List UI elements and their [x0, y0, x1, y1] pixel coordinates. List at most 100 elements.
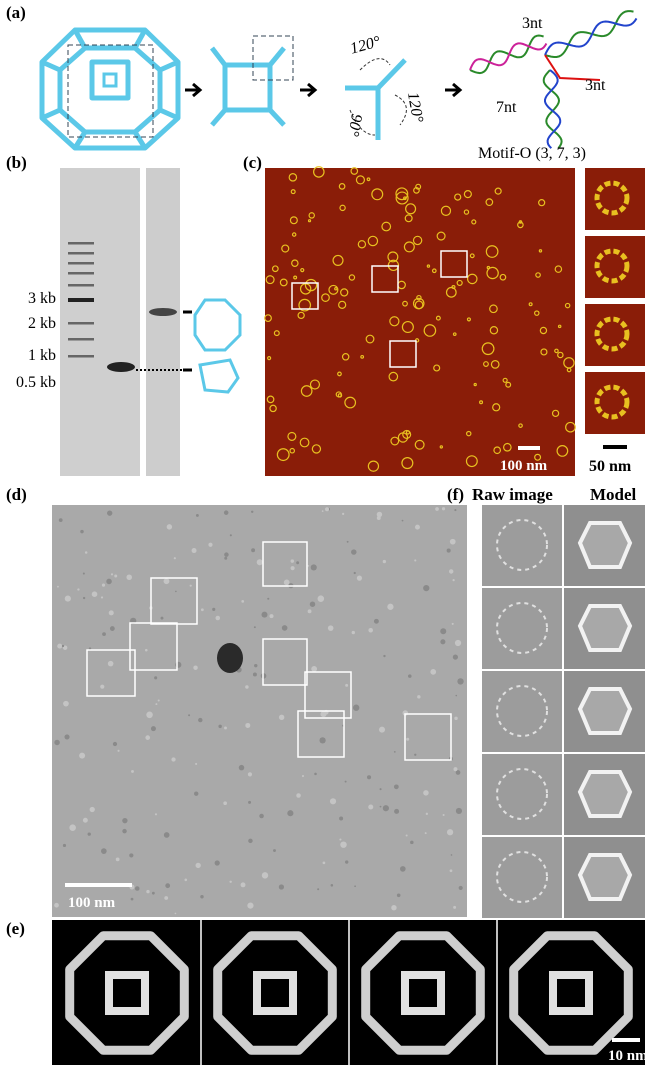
cryo-speck — [259, 814, 264, 819]
model-projection — [580, 606, 630, 650]
cryo-speck — [447, 829, 453, 835]
cryo-speck — [146, 712, 153, 719]
cryo-speck — [245, 723, 250, 728]
panel-label: (b) — [6, 153, 27, 172]
ladder-band — [68, 252, 94, 255]
cryo-speck — [279, 884, 284, 889]
cryo-speck — [414, 559, 416, 561]
cryo-speck — [267, 598, 269, 600]
cryo-speck — [175, 662, 181, 668]
cryo-speck — [394, 751, 396, 753]
cryo-speck — [164, 578, 170, 584]
scale-label: 50 nm — [589, 458, 632, 475]
cryo-speck — [83, 573, 85, 575]
cryo-speck — [257, 559, 263, 565]
cryo-speck — [239, 765, 244, 770]
cryo-speck — [195, 863, 200, 868]
cryo-speck — [397, 893, 401, 897]
cryo-speck — [345, 781, 347, 783]
cryo-speck — [109, 610, 114, 615]
marker-label: 2 kb — [28, 315, 56, 332]
panel-label: (e) — [6, 919, 25, 938]
ladder-band — [68, 298, 94, 302]
cryo-speck — [145, 735, 150, 740]
cryo-speck — [443, 814, 445, 816]
helix-strand — [545, 18, 637, 55]
junction: 120° 120° 90° — [344, 33, 426, 140]
cryo-speck — [322, 510, 324, 512]
cryo-speck — [54, 903, 59, 908]
cryo-speck — [155, 703, 157, 705]
cryo-speck — [291, 566, 295, 570]
panel-label: (c) — [243, 153, 262, 172]
cryo-speck — [453, 654, 458, 659]
ladder-band — [68, 262, 94, 265]
cryo-speck — [224, 557, 227, 560]
gel-band — [107, 362, 135, 372]
cryo-speck — [245, 685, 248, 688]
cryo-speck — [318, 595, 325, 602]
cryo-speck — [54, 740, 59, 745]
cryo-speck — [296, 561, 299, 564]
cryo-speck — [430, 669, 436, 675]
cryo-speck — [408, 674, 412, 678]
scale-label: 100 nm — [68, 895, 116, 911]
panel-label: (d) — [6, 485, 27, 504]
cryo-speck — [198, 718, 202, 722]
cryo-speck — [296, 793, 301, 798]
cryo-speck — [247, 903, 253, 909]
cryo-speck — [254, 626, 256, 628]
model-projection — [580, 855, 630, 899]
cryo-speck — [117, 750, 119, 752]
cryo-speck — [216, 616, 221, 621]
ladder-band — [68, 284, 94, 287]
cryo-speck — [406, 738, 409, 741]
raw-image — [482, 837, 562, 918]
cryo-speck — [101, 848, 107, 854]
angle-label: 90° — [344, 112, 365, 138]
cryo-speck — [383, 805, 389, 811]
cryo-speck — [291, 559, 294, 562]
cryo-speck — [328, 625, 334, 631]
nt-label: 3nt — [585, 77, 606, 94]
cryo-speck — [131, 770, 134, 773]
cryo-speck — [241, 882, 246, 887]
cryo-speck — [453, 906, 456, 909]
cryo-speck — [90, 807, 95, 812]
cryo-speck — [357, 576, 362, 581]
model-projection — [580, 772, 630, 816]
cryo-speck — [367, 775, 371, 779]
cage-icon — [195, 300, 240, 350]
cryo-speck — [380, 806, 382, 808]
cryo-speck — [410, 841, 414, 845]
cryo-speck — [223, 801, 227, 805]
cryo-speck — [145, 649, 148, 652]
cryo-speck — [425, 832, 427, 834]
cryo-speck — [282, 625, 288, 631]
cryo-speck — [151, 726, 156, 731]
cryo-speck — [114, 574, 117, 577]
cryo-speck — [135, 886, 140, 891]
cryo-speck — [394, 784, 399, 789]
cryo-speck — [339, 817, 343, 821]
ladder-band — [68, 355, 94, 358]
cryo-speck — [113, 742, 117, 746]
raw-image — [482, 754, 562, 835]
cryo-speck — [152, 892, 155, 895]
cryo-speck — [456, 770, 461, 775]
cryo-speck — [354, 572, 356, 574]
helix-strand — [544, 70, 562, 148]
cryo-speck — [122, 829, 126, 833]
cryo-speck — [195, 763, 197, 765]
particle — [217, 643, 243, 673]
cryo-speck — [184, 879, 187, 882]
cryo-speck — [342, 513, 344, 515]
marker-label: 0.5 kb — [16, 374, 56, 391]
cryo-speck — [345, 860, 348, 863]
cryo-speck — [331, 884, 334, 887]
cryo-speck — [454, 509, 456, 511]
panel-label: (f) — [447, 485, 464, 504]
cryo-speck — [165, 883, 170, 888]
cryo-speck — [415, 525, 420, 530]
cryo-speck — [423, 790, 429, 796]
